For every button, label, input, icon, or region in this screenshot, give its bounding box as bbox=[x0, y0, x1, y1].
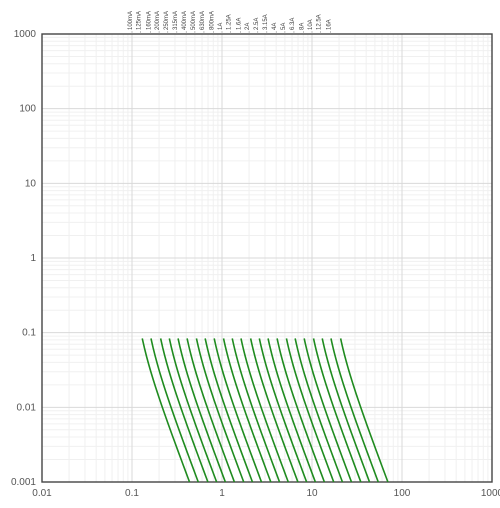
series-label-group: 6.3A bbox=[290, 18, 296, 30]
series-label-group: 1.25A bbox=[227, 14, 233, 30]
series-label: 200mA bbox=[155, 11, 161, 30]
series-label: 12.5A bbox=[317, 14, 323, 30]
time-current-chart: 0.010.111010010000.0010.010.111010010001… bbox=[0, 0, 500, 508]
series-label-group: 100mA bbox=[128, 11, 134, 30]
y-tick-label: 1000 bbox=[14, 29, 37, 40]
series-label-group: 500mA bbox=[191, 11, 197, 30]
x-tick-label: 0.01 bbox=[32, 488, 52, 499]
series-label-group: 800mA bbox=[209, 11, 215, 30]
series-label-group: 10A bbox=[308, 19, 314, 30]
series-label: 160mA bbox=[146, 11, 152, 30]
y-tick-label: 0.01 bbox=[17, 402, 37, 413]
x-tick-label: 100 bbox=[394, 488, 411, 499]
series-label: 250mA bbox=[164, 11, 170, 30]
series-label: 400mA bbox=[182, 11, 188, 30]
series-label: 1.25A bbox=[227, 14, 233, 30]
x-tick-label: 1 bbox=[219, 488, 225, 499]
series-label: 6.3A bbox=[290, 18, 296, 30]
series-label-group: 4A bbox=[272, 23, 278, 30]
x-tick-label: 10 bbox=[306, 488, 318, 499]
series-label-group: 16A bbox=[326, 19, 332, 30]
series-label: 5A bbox=[281, 23, 287, 30]
series-label-group: 125mA bbox=[137, 11, 143, 30]
series-label: 3.15A bbox=[263, 14, 269, 30]
series-label-group: 3.15A bbox=[263, 14, 269, 30]
series-label-group: 2A bbox=[245, 23, 251, 30]
chart-bg bbox=[0, 0, 500, 508]
series-label-group: 1A bbox=[218, 23, 224, 30]
y-tick-label: 0.1 bbox=[22, 328, 36, 339]
series-label: 125mA bbox=[137, 11, 143, 30]
series-label: 1.6A bbox=[236, 18, 242, 30]
y-tick-label: 100 bbox=[19, 104, 36, 115]
series-label: 800mA bbox=[209, 11, 215, 30]
series-label: 2.5A bbox=[254, 18, 260, 30]
series-label: 1A bbox=[218, 23, 224, 30]
series-label: 315mA bbox=[173, 11, 179, 30]
series-label: 8A bbox=[299, 23, 305, 30]
series-label-group: 12.5A bbox=[317, 14, 323, 30]
y-tick-label: 0.001 bbox=[11, 477, 36, 488]
series-label: 100mA bbox=[128, 11, 134, 30]
x-tick-label: 0.1 bbox=[125, 488, 139, 499]
series-label-group: 5A bbox=[281, 23, 287, 30]
series-label: 16A bbox=[326, 19, 332, 30]
series-label-group: 400mA bbox=[182, 11, 188, 30]
series-label-group: 630mA bbox=[200, 11, 206, 30]
y-tick-label: 1 bbox=[30, 253, 36, 264]
x-tick-label: 1000 bbox=[481, 488, 500, 499]
series-label-group: 200mA bbox=[155, 11, 161, 30]
chart-svg: 0.010.111010010000.0010.010.111010010001… bbox=[0, 0, 500, 508]
series-label-group: 160mA bbox=[146, 11, 152, 30]
series-label-group: 2.5A bbox=[254, 18, 260, 30]
y-tick-label: 10 bbox=[25, 178, 37, 189]
series-label-group: 315mA bbox=[173, 11, 179, 30]
series-label: 10A bbox=[308, 19, 314, 30]
series-label: 4A bbox=[272, 23, 278, 30]
series-label-group: 8A bbox=[299, 23, 305, 30]
series-label: 2A bbox=[245, 23, 251, 30]
series-label: 500mA bbox=[191, 11, 197, 30]
series-label-group: 1.6A bbox=[236, 18, 242, 30]
series-label-group: 250mA bbox=[164, 11, 170, 30]
series-label: 630mA bbox=[200, 11, 206, 30]
